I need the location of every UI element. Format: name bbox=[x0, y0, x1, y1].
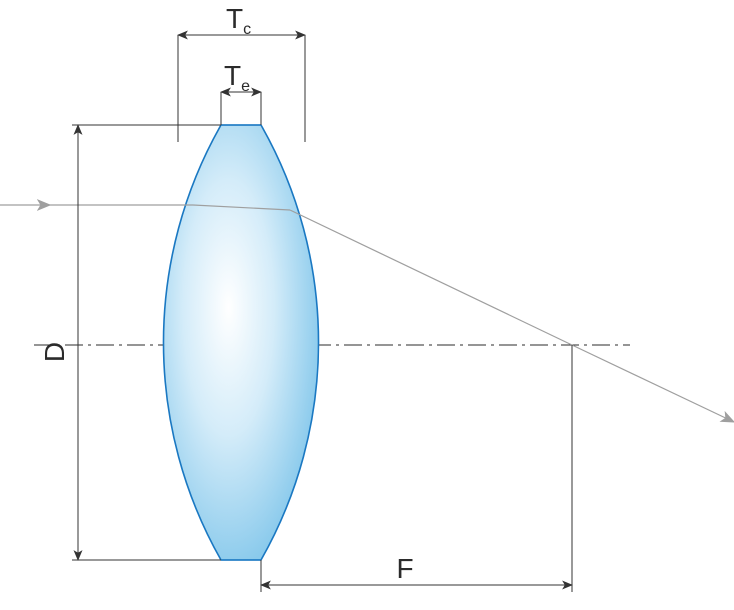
label-d: D bbox=[39, 342, 70, 362]
label-tc-main: T bbox=[226, 3, 243, 34]
dimension-tc: Tc bbox=[178, 3, 305, 38]
lens bbox=[163, 125, 318, 560]
light-ray bbox=[0, 205, 734, 422]
label-f: F bbox=[396, 553, 413, 584]
ray-out bbox=[572, 345, 734, 422]
dimension-f: F bbox=[261, 553, 572, 585]
label-te-sub: e bbox=[241, 78, 250, 95]
extension-lines bbox=[72, 35, 572, 592]
dimension-d: D bbox=[39, 125, 78, 560]
label-te: Te bbox=[224, 60, 250, 95]
ray-to-focus bbox=[290, 210, 572, 345]
label-tc-sub: c bbox=[243, 21, 251, 38]
lens-diagram: Tc Te D F bbox=[0, 0, 734, 610]
lens-body bbox=[163, 125, 318, 560]
dimension-te: Te bbox=[221, 60, 261, 95]
label-tc: Tc bbox=[226, 3, 251, 38]
label-te-main: T bbox=[224, 60, 241, 91]
